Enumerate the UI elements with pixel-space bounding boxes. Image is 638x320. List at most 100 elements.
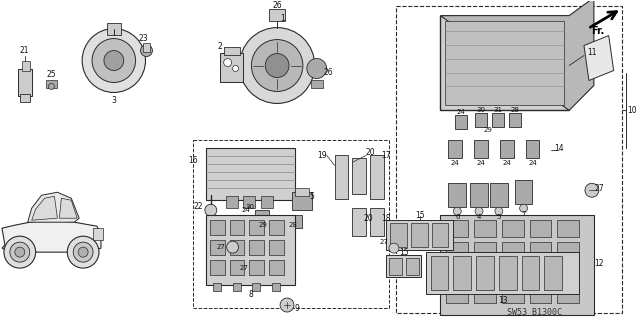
- Circle shape: [265, 53, 289, 77]
- Circle shape: [104, 51, 124, 70]
- Text: 18: 18: [382, 214, 390, 223]
- Bar: [445, 20, 564, 105]
- Text: 15: 15: [399, 248, 409, 257]
- Bar: [544, 256, 562, 290]
- Bar: [107, 23, 121, 35]
- Bar: [490, 183, 508, 207]
- Text: 8: 8: [248, 290, 253, 299]
- Bar: [475, 113, 487, 127]
- Bar: [454, 256, 471, 290]
- Bar: [557, 264, 579, 281]
- Bar: [499, 256, 517, 290]
- Text: 24: 24: [477, 160, 486, 166]
- Text: 24: 24: [457, 109, 466, 116]
- Bar: [20, 94, 30, 102]
- Bar: [411, 223, 427, 247]
- Polygon shape: [32, 196, 57, 220]
- Bar: [18, 68, 32, 96]
- Bar: [390, 223, 407, 247]
- Bar: [502, 264, 524, 281]
- Text: 16: 16: [188, 156, 198, 165]
- Bar: [334, 155, 348, 199]
- Bar: [447, 264, 468, 281]
- Bar: [269, 260, 284, 275]
- Circle shape: [226, 241, 239, 253]
- Bar: [230, 260, 244, 275]
- Circle shape: [67, 236, 99, 268]
- Text: 27: 27: [379, 239, 388, 245]
- Text: 30: 30: [477, 108, 486, 113]
- Circle shape: [585, 183, 599, 197]
- Circle shape: [226, 262, 239, 274]
- Bar: [449, 183, 466, 207]
- Text: 13: 13: [498, 296, 508, 305]
- Circle shape: [205, 204, 217, 216]
- Text: 20: 20: [366, 148, 375, 157]
- Polygon shape: [2, 220, 101, 252]
- Bar: [474, 264, 496, 281]
- Bar: [219, 52, 244, 83]
- Bar: [447, 242, 468, 259]
- Bar: [206, 215, 295, 285]
- Bar: [470, 183, 488, 207]
- Polygon shape: [584, 36, 614, 81]
- Bar: [522, 256, 539, 290]
- Bar: [431, 223, 449, 247]
- Bar: [440, 16, 569, 110]
- Bar: [253, 283, 260, 291]
- Bar: [249, 240, 264, 255]
- Circle shape: [82, 28, 145, 92]
- Bar: [233, 283, 241, 291]
- Text: 23: 23: [138, 34, 148, 43]
- Bar: [500, 140, 514, 158]
- Bar: [502, 220, 524, 237]
- Circle shape: [92, 39, 136, 83]
- Bar: [492, 113, 504, 127]
- Circle shape: [140, 44, 152, 57]
- Bar: [502, 242, 524, 259]
- Bar: [515, 180, 533, 204]
- Bar: [440, 215, 594, 315]
- Polygon shape: [27, 192, 79, 222]
- Bar: [288, 215, 302, 228]
- Text: 1: 1: [281, 14, 285, 23]
- Circle shape: [15, 247, 25, 257]
- Bar: [389, 258, 402, 275]
- Circle shape: [224, 59, 232, 67]
- Text: 26: 26: [324, 68, 334, 77]
- Circle shape: [251, 40, 303, 92]
- Bar: [426, 252, 579, 294]
- Bar: [431, 256, 449, 290]
- Bar: [474, 220, 496, 237]
- Text: 9: 9: [295, 304, 299, 313]
- Circle shape: [239, 28, 315, 103]
- Bar: [370, 208, 384, 236]
- Bar: [45, 81, 57, 88]
- Bar: [272, 283, 280, 291]
- Text: 28: 28: [510, 108, 519, 113]
- Bar: [456, 116, 467, 129]
- Polygon shape: [440, 0, 594, 110]
- Bar: [557, 286, 579, 303]
- Text: 29: 29: [484, 127, 493, 133]
- Text: 15: 15: [415, 211, 424, 220]
- Text: 27: 27: [217, 244, 226, 250]
- Bar: [386, 255, 420, 277]
- Bar: [530, 286, 551, 303]
- Bar: [271, 215, 285, 228]
- Bar: [370, 155, 384, 199]
- Bar: [213, 283, 221, 291]
- Bar: [224, 46, 239, 54]
- Text: 21: 21: [19, 46, 29, 55]
- Circle shape: [389, 243, 399, 253]
- Text: 2: 2: [218, 42, 222, 51]
- Circle shape: [233, 66, 239, 71]
- Text: 24: 24: [451, 160, 459, 166]
- Text: 17: 17: [381, 151, 391, 160]
- Text: 3: 3: [112, 96, 116, 105]
- Bar: [396, 6, 621, 313]
- Bar: [22, 60, 30, 70]
- Bar: [210, 220, 225, 235]
- Text: 24: 24: [502, 160, 511, 166]
- Bar: [386, 220, 454, 250]
